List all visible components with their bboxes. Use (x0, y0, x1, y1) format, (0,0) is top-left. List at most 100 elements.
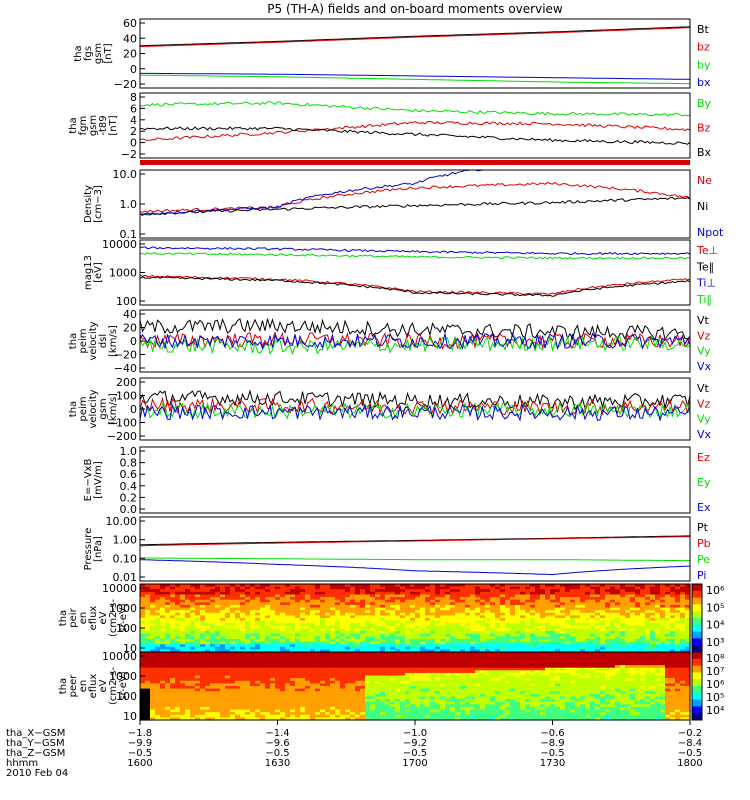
spec-cell (445, 618, 451, 622)
spec-cell (180, 625, 186, 630)
spec-cell (520, 591, 526, 596)
spec-cell (360, 714, 366, 718)
spec-cell (460, 607, 466, 611)
spec-cell (160, 612, 166, 616)
spec-cell (345, 641, 351, 645)
spec-cell (155, 597, 161, 601)
spec-cell (345, 659, 351, 664)
spec-cell (395, 683, 401, 687)
spec-cell (560, 623, 566, 627)
spec-cell (245, 714, 251, 718)
spec-cell (235, 620, 241, 624)
spec-cell (360, 717, 366, 721)
spec-cell (280, 607, 286, 611)
spec-cell (370, 631, 376, 635)
spec-cell (520, 636, 526, 640)
spec-cell (450, 691, 456, 695)
spec-cell (460, 618, 466, 622)
spec-cell (475, 615, 481, 619)
spec-cell (395, 688, 401, 692)
spec-cell (460, 615, 466, 619)
series-vy (139, 334, 691, 356)
spec-cell (205, 704, 211, 708)
spec-cell (175, 691, 181, 695)
spec-cell (150, 615, 156, 619)
spec-cell (680, 636, 686, 640)
spec-cell (630, 589, 636, 593)
spec-cell (585, 589, 591, 593)
spec-cell (615, 602, 621, 606)
spec-cell (460, 659, 466, 664)
spec-cell (525, 602, 531, 606)
spec-cell (145, 670, 151, 674)
spec-cell (630, 607, 636, 611)
spec-cell (685, 638, 691, 643)
spec-cell (530, 584, 536, 588)
spec-cell (240, 599, 246, 603)
spec-cell (265, 646, 271, 650)
spec-cell (375, 652, 381, 656)
spec-cell (145, 591, 151, 596)
spec-cell (340, 675, 346, 679)
spec-cell (400, 597, 406, 601)
spec-cell (190, 665, 196, 669)
spec-cell (265, 712, 271, 716)
spec-cell (675, 591, 681, 596)
spec-cell (470, 615, 476, 619)
spec-cell (250, 704, 256, 708)
spec-cell (645, 625, 651, 630)
spec-cell (410, 709, 416, 713)
spec-cell (305, 602, 311, 606)
legend-pb: Pb (697, 537, 711, 550)
spec-cell (465, 638, 471, 643)
spec-cell (480, 591, 486, 596)
spec-cell (360, 652, 366, 656)
spec-cell (380, 662, 386, 666)
spec-cell (220, 659, 226, 664)
spec-cell (420, 665, 426, 669)
spec-cell (650, 636, 656, 640)
spec-cell (310, 625, 316, 630)
spec-cell (320, 610, 326, 614)
spec-cell (220, 701, 226, 705)
spec-cell (360, 644, 366, 648)
spec-cell (240, 670, 246, 674)
series-bx (139, 126, 691, 145)
spec-cell (145, 717, 151, 721)
spec-cell (230, 638, 236, 643)
colorbar-cell (692, 642, 702, 646)
spec-cell (580, 602, 586, 606)
spec-cell (500, 599, 506, 603)
spec-cell (220, 633, 226, 637)
spec-cell (370, 612, 376, 616)
spec-cell (450, 699, 456, 703)
spec-cell (415, 589, 421, 593)
spec-cell (255, 659, 261, 664)
spec-cell (400, 699, 406, 703)
spec-cell (150, 712, 156, 716)
spec-cell (150, 680, 156, 684)
spec-cell (330, 678, 336, 682)
spec-cell (615, 628, 621, 632)
spec-cell (480, 652, 486, 656)
spec-cell (375, 686, 381, 690)
spec-cell (505, 672, 511, 677)
spec-cell (455, 696, 461, 700)
spec-cell (330, 693, 336, 698)
spec-cell (365, 586, 371, 590)
spec-cell (180, 646, 186, 650)
spec-cell (405, 644, 411, 648)
spec-cell (530, 604, 536, 609)
spec-cell (290, 696, 296, 700)
spec-cell (175, 659, 181, 664)
spec-cell (235, 696, 241, 700)
spec-cell (240, 688, 246, 692)
spec-cell (275, 683, 281, 687)
spec-cell (450, 589, 456, 593)
spec-cell (430, 712, 436, 716)
spec-cell (300, 636, 306, 640)
spec-cell (160, 628, 166, 632)
spec-cell (440, 604, 446, 609)
spec-cell (215, 693, 221, 698)
